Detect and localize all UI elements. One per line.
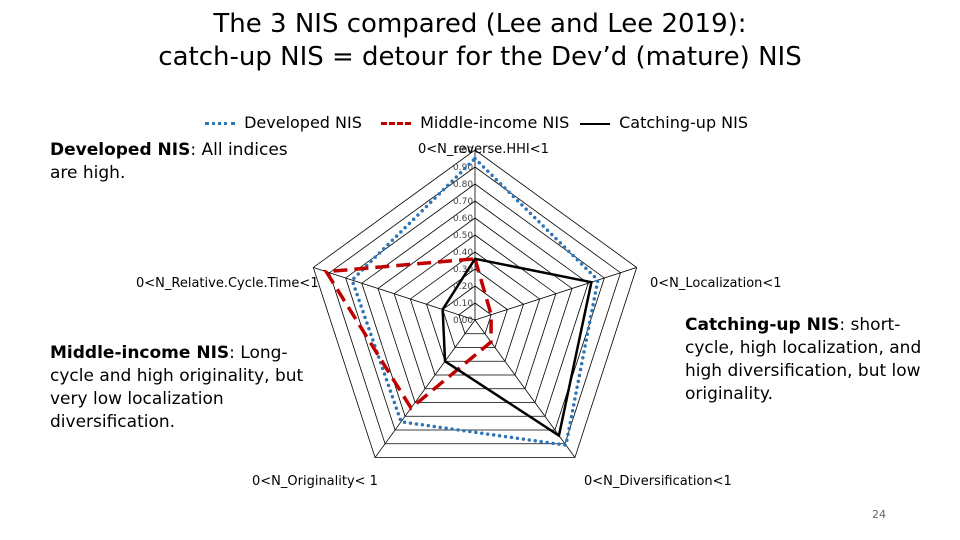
- title-line-1: The 3 NIS compared (Lee and Lee 2019):: [213, 9, 747, 39]
- tick-label: 0.40: [453, 248, 473, 258]
- axis-label-reverse-hhi: 0<N_reverse.HHI<1: [418, 142, 549, 157]
- tick-label: 0.50: [453, 231, 473, 241]
- grid-spoke: [374, 319, 476, 458]
- series-line-0: [350, 156, 600, 448]
- axis-label-localization: 0<N_Localization<1: [650, 276, 782, 291]
- note-middle-text: : Long-cycle and high originality, but v…: [50, 343, 304, 432]
- radar-series: [323, 156, 600, 448]
- chart-legend: Developed NIS Middle-income NIS Catching…: [205, 112, 765, 136]
- grid-ring: [345, 183, 605, 431]
- radar-tick-labels: 0.00 0.10 0.20 0.30 0.40 0.50 0.60 0.70 0.80 0.90…: [453, 146, 473, 326]
- note-developed-key: Developed NIS: [50, 140, 191, 160]
- tick-label: 0.30: [453, 265, 473, 275]
- tick-label: 0.00: [453, 316, 473, 326]
- grid-ring: [312, 149, 638, 458]
- grid-ring: [409, 251, 541, 376]
- note-middle: Middle-income NIS: Long-cycle and high o…: [50, 342, 312, 434]
- legend-label-catching: Catching-up NIS: [619, 113, 749, 132]
- note-catching-key: Catching-up NIS: [685, 315, 840, 335]
- grid-ring: [442, 285, 508, 348]
- grid-ring: [458, 302, 492, 335]
- tick-label: 1.00: [453, 146, 473, 156]
- axis-label-cycle-time: 0<N_Relative.Cycle.Time<1: [136, 276, 319, 291]
- note-developed-text: : All indices are high.: [50, 140, 288, 183]
- legend-swatch-developed: [205, 122, 235, 125]
- legend-swatch-catching: [580, 122, 610, 125]
- title-line-2: catch-up NIS = detour for the Dev’d (mat…: [158, 42, 802, 72]
- series-line-1: [323, 256, 493, 411]
- note-catching-text: : short-cycle, high localization, and hi…: [685, 315, 922, 404]
- grid-ring: [393, 234, 557, 390]
- legend-label-developed: Developed NIS: [244, 113, 362, 132]
- slide-title: The 3 NIS compared (Lee and Lee 2019): c…: [0, 8, 960, 74]
- grid-ring: [329, 166, 621, 445]
- tick-label: 0.20: [453, 282, 473, 292]
- series-line-2: [441, 257, 593, 438]
- tick-label: 0.90: [453, 163, 473, 173]
- note-catching: Catching-up NIS: short-cycle, high local…: [685, 314, 947, 406]
- tick-label: 0.60: [453, 214, 473, 224]
- grid-ring: [426, 268, 524, 362]
- legend-item-middle: Middle-income NIS: [381, 112, 569, 134]
- grid-spoke: [474, 267, 637, 321]
- grid-ring: [361, 200, 589, 417]
- legend-item-catching: Catching-up NIS: [580, 112, 748, 134]
- legend-swatch-middle: [381, 122, 411, 125]
- page-number: 24: [872, 508, 886, 521]
- axis-label-originality: 0<N_Originality< 1: [252, 474, 378, 489]
- tick-label: 0.70: [453, 197, 473, 207]
- note-middle-key: Middle-income NIS: [50, 343, 230, 363]
- grid-ring: [377, 217, 573, 403]
- legend-item-developed: Developed NIS: [205, 112, 362, 134]
- radar-grid: [312, 149, 638, 458]
- note-developed: Developed NIS: All indices are high.: [50, 139, 310, 185]
- legend-label-middle: Middle-income NIS: [420, 113, 570, 132]
- grid-spoke: [313, 267, 476, 321]
- tick-label: 0.80: [453, 180, 473, 190]
- tick-label: 0.10: [453, 299, 473, 309]
- axis-label-diversification: 0<N_Diversification<1: [584, 474, 732, 489]
